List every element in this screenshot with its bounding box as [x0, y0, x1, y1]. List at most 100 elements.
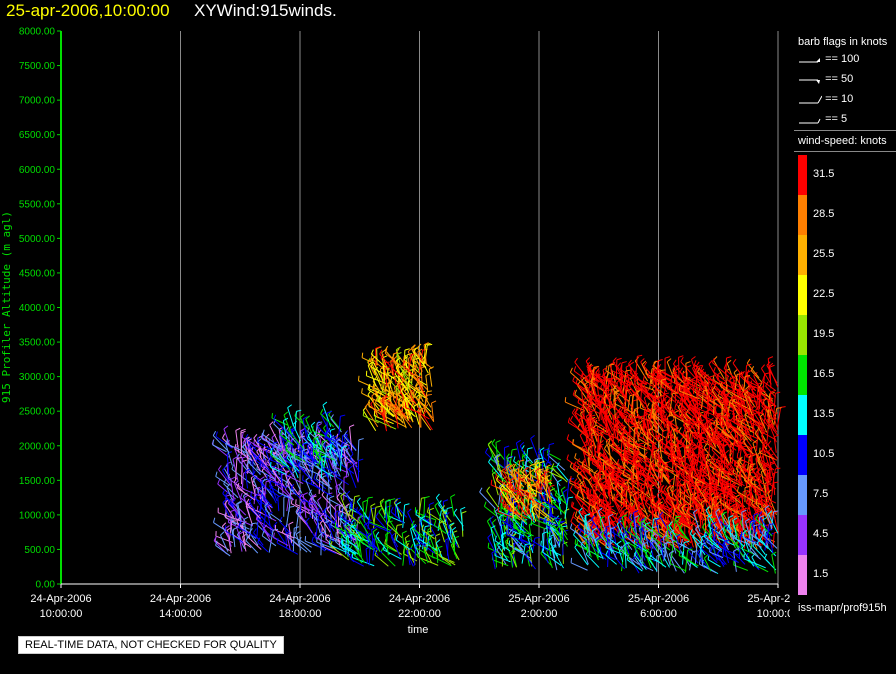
- wind-barb: [588, 444, 599, 467]
- wind-barb: [541, 546, 562, 566]
- wind-barb: [509, 549, 516, 568]
- speed-swatch: [798, 315, 807, 355]
- wind-barb: [285, 470, 304, 484]
- wind-barb: [269, 473, 285, 486]
- wind-barb: [438, 550, 452, 565]
- wind-barb: [556, 462, 569, 481]
- wind-barb: [504, 537, 511, 555]
- wind-barb: [486, 486, 500, 509]
- wind-barb: [304, 455, 320, 468]
- wind-barb: [217, 507, 241, 522]
- wind-barb: [417, 348, 423, 372]
- wind-barb: [365, 370, 388, 385]
- wind-barb: [340, 492, 349, 517]
- speed-swatch: [798, 475, 807, 515]
- y-tick-label: 5000.00: [19, 234, 56, 245]
- wind-barb: [293, 453, 313, 468]
- wind-barb: [390, 532, 401, 558]
- wind-barb: [503, 445, 510, 468]
- wind-barb: [305, 476, 315, 502]
- wind-barb: [543, 470, 550, 488]
- wind-barb: [250, 474, 257, 500]
- wind-barb: [294, 409, 302, 430]
- wind-barb: [295, 530, 302, 551]
- wind-barb: [509, 463, 519, 486]
- wind-barb: [276, 445, 287, 464]
- wind-barb: [390, 362, 408, 383]
- flag-label: == 100: [825, 53, 860, 65]
- wind-barb: [438, 520, 446, 543]
- wind-barb: [449, 522, 455, 540]
- wind-barb: [434, 501, 444, 524]
- wind-barb: [282, 417, 289, 439]
- wind-barb: [410, 525, 416, 549]
- x-tick-time: 10:00:00: [40, 608, 83, 620]
- wind-barb: [413, 403, 420, 425]
- wind-barb: [269, 461, 287, 475]
- wind-barb: [773, 391, 781, 415]
- wind-barb: [413, 543, 421, 566]
- wind-barb: [403, 397, 409, 421]
- wind-profile-chart: 0.00 500.00 1000.00 1500.00 2000.00 2500.00 30…: [0, 27, 790, 637]
- wind-barb: [226, 451, 233, 475]
- wind-barb: [222, 466, 231, 483]
- wind-barb: [236, 483, 256, 501]
- wind-barb: [273, 521, 286, 545]
- wind-barb: [497, 506, 514, 518]
- wind-barb: [537, 448, 553, 466]
- wind-barb: [215, 471, 230, 486]
- wind-barb: [558, 518, 568, 536]
- x-tick-time: 2:00:00: [521, 608, 558, 620]
- wind-barb: [301, 448, 308, 466]
- x-tick-time: 22:00:00: [398, 608, 441, 620]
- wind-barb: [508, 540, 524, 553]
- speed-label: 4.5: [813, 528, 829, 540]
- wind-barb: [324, 431, 338, 449]
- wind-barb: [270, 450, 286, 467]
- wind-barb: [240, 430, 246, 454]
- wind-barb: [365, 532, 379, 556]
- wind-barb: [338, 414, 346, 435]
- wind-barb: [295, 507, 308, 524]
- wind-barb: [277, 487, 294, 500]
- wind-barb: [288, 426, 304, 449]
- wind-barb: [223, 479, 239, 499]
- wind-barb: [407, 508, 418, 534]
- wind-barb: [517, 459, 525, 483]
- wind-barb: [377, 396, 395, 417]
- wind-barb: [330, 540, 349, 561]
- wind-barb: [428, 502, 434, 526]
- wind-barb: [230, 476, 236, 499]
- speed-label: 13.5: [813, 408, 835, 420]
- wind-barb: [334, 522, 357, 536]
- wind-barb: [263, 524, 272, 543]
- wind-barb: [254, 493, 269, 518]
- wind-barb: [264, 502, 273, 520]
- speed-label: 19.5: [813, 328, 835, 340]
- wind-barb: [437, 545, 443, 563]
- wind-barb: [494, 454, 504, 481]
- wind-barb: [362, 406, 377, 431]
- wind-barb: [257, 508, 275, 531]
- wind-barb: [434, 533, 441, 559]
- speed-swatch: [798, 275, 807, 315]
- wind-barb: [395, 535, 411, 550]
- wind-barb: [547, 442, 555, 462]
- wind-barb: [402, 503, 410, 528]
- speed-label: 10.5: [813, 448, 835, 460]
- x-tick-date: 24-Apr-2006: [30, 593, 91, 605]
- wind-barb: [256, 447, 270, 470]
- wind-barb: [243, 516, 249, 539]
- wind-barb: [374, 414, 397, 430]
- wind-barb: [351, 495, 360, 519]
- wind-barb: [547, 450, 566, 471]
- flag-row-100: == 100: [798, 53, 859, 65]
- wind-barb: [298, 536, 312, 553]
- wind-barb: [212, 430, 230, 453]
- wind-barb: [400, 386, 415, 410]
- x-tick-date: 25-Apr-2006: [628, 593, 689, 605]
- wind-barb: [242, 442, 256, 466]
- wind-barb: [236, 500, 242, 522]
- x-tick-date: 24-Apr-2006: [389, 593, 450, 605]
- wind-barb: [556, 479, 562, 504]
